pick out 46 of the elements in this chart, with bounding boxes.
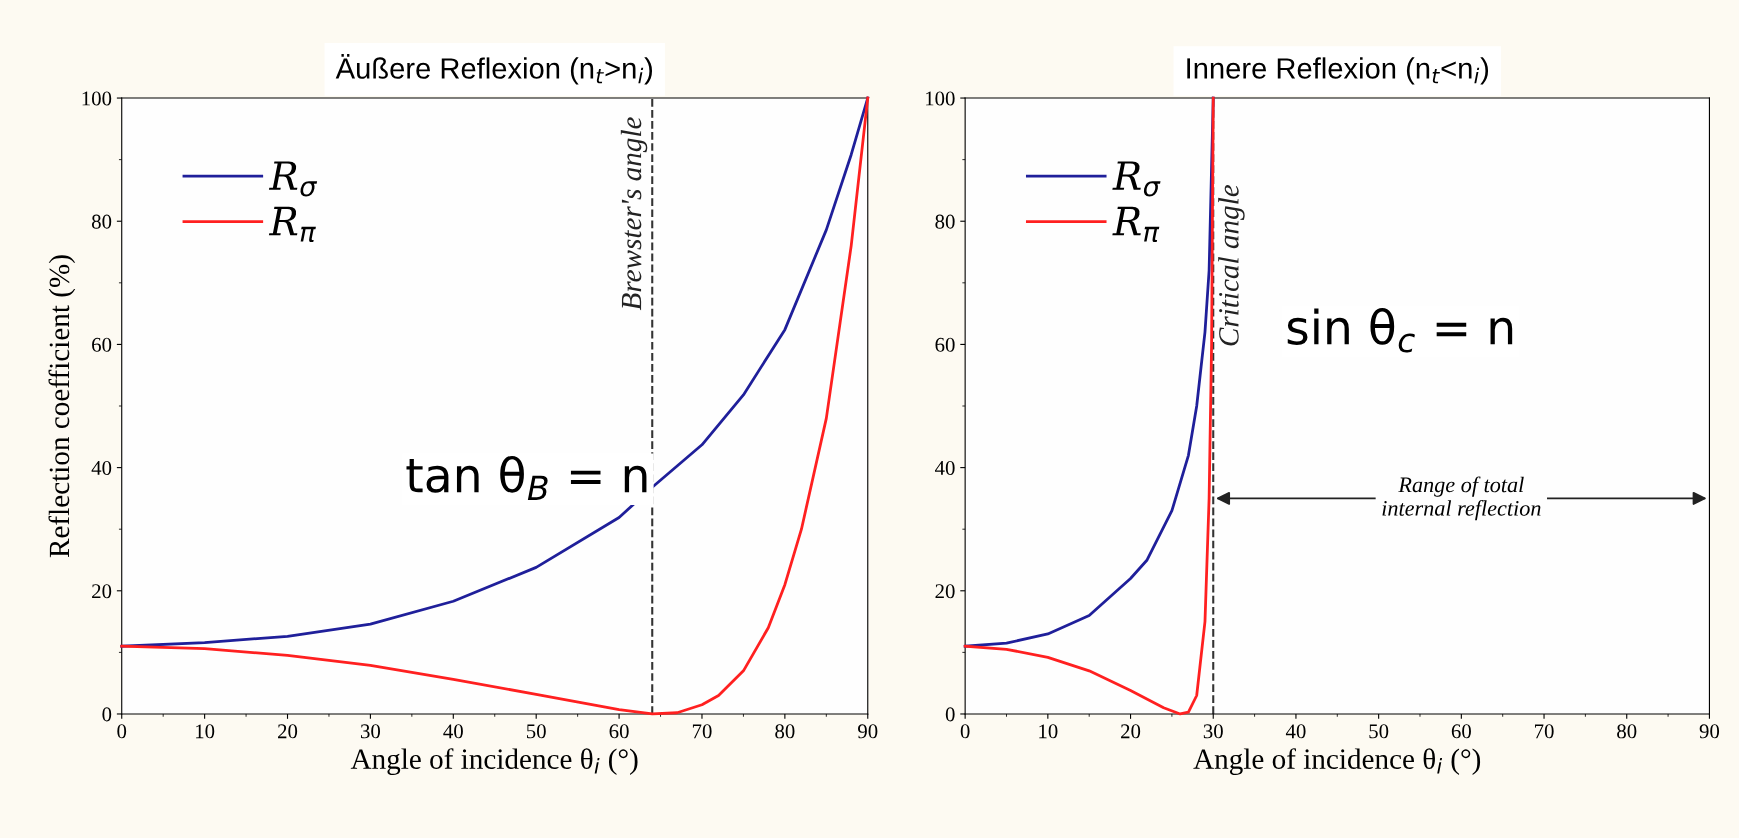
y-tick-label: 20	[935, 584, 955, 599]
y-tick-label: 60	[92, 337, 112, 352]
annotation: Range of total internal reflection	[1382, 476, 1541, 521]
x-axis-title: Angle of incidence θ$_{i}$ (°)	[350, 748, 638, 775]
y-tick-label: 40	[91, 460, 112, 476]
x-tick-label: 20	[278, 724, 298, 739]
y-axis-title: Reflection coefficient (%)	[48, 255, 76, 558]
legend-label: R$_{π}$	[268, 206, 316, 243]
y-tick-label: 0	[945, 707, 955, 722]
x-tick-label: 80	[1617, 724, 1637, 739]
y-tick-label: 0	[102, 707, 112, 722]
x-tick-label: 60	[609, 724, 629, 739]
x-tick-label: 0	[117, 724, 127, 739]
x-axis-title: Angle of incidence θ$_{i}$ (°)	[1193, 748, 1481, 775]
x-tick-label: 90	[1699, 724, 1720, 739]
x-tick-label: 0	[960, 724, 970, 739]
annotation: tan θ$_{B}$ = n	[406, 455, 647, 500]
chart-title: Innere Reflexion (n$_{t}$<n$_{i}$)	[1187, 57, 1489, 85]
x-tick-label: 50	[526, 724, 546, 739]
y-tick-label: 100	[926, 91, 955, 106]
x-tick-label: 30	[1203, 724, 1223, 739]
legend-label: R$_{π}$	[1112, 206, 1160, 243]
y-tick-label: 100	[82, 91, 112, 106]
x-tick-label: 70	[692, 724, 712, 739]
y-tick-label: 60	[935, 337, 955, 352]
x-tick-label: 90	[858, 724, 878, 739]
x-tick-label: 30	[360, 724, 381, 739]
y-tick-label: 80	[935, 214, 955, 229]
x-tick-label: 40	[443, 724, 463, 739]
chart-title: Äußere Reflexion (n$_{t}$>n$_{i}$)	[335, 54, 653, 85]
x-tick-label: 40	[1285, 724, 1306, 739]
annotation: sin θ$_{c}$ = n	[1287, 308, 1513, 353]
x-tick-label: 70	[1535, 724, 1554, 739]
x-tick-label: 80	[775, 724, 795, 739]
legend-label: R$_{σ}$	[268, 161, 318, 197]
y-tick-label: 20	[92, 584, 112, 599]
x-tick-label: 60	[1451, 724, 1471, 739]
ref-line-label: Brewster's angle	[620, 117, 648, 311]
x-tick-label: 20	[1121, 724, 1141, 739]
x-tick-label: 10	[196, 724, 215, 739]
x-tick-label: 10	[1039, 724, 1058, 739]
legend-label: R$_{σ}$	[1112, 161, 1161, 197]
y-tick-label: 40	[935, 460, 955, 476]
x-tick-label: 50	[1369, 724, 1389, 739]
ref-line-label: Critical angle	[1218, 184, 1245, 346]
y-tick-label: 80	[91, 214, 112, 229]
